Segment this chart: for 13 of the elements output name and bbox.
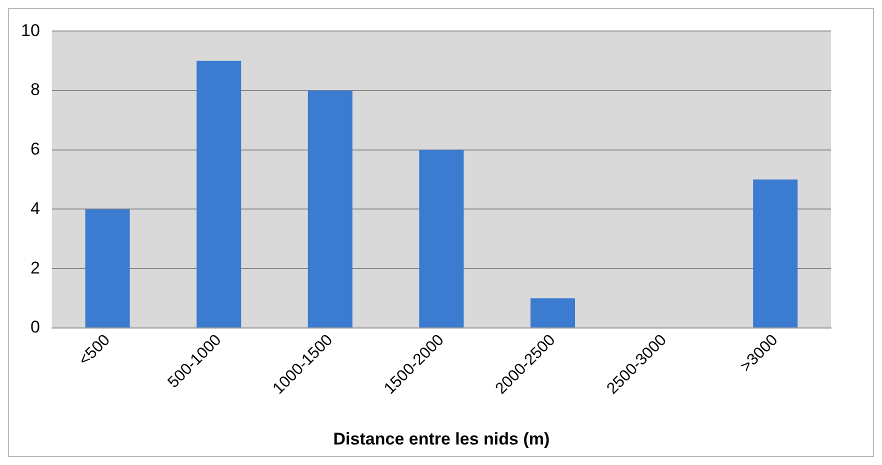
y-tick-label: 4	[30, 198, 40, 218]
bar	[753, 180, 798, 328]
bar	[196, 60, 242, 328]
x-axis-title: Distance entre les nids (m)	[333, 429, 550, 448]
y-tick-label: 10	[20, 20, 40, 40]
bar	[85, 209, 130, 328]
y-tick-label: 6	[30, 140, 40, 159]
bar	[530, 298, 576, 328]
bar	[419, 150, 464, 328]
y-tick-label: 8	[30, 80, 40, 100]
y-tick-label: 2	[30, 258, 40, 278]
y-tick-label: 0	[30, 318, 40, 337]
bar	[308, 90, 352, 328]
